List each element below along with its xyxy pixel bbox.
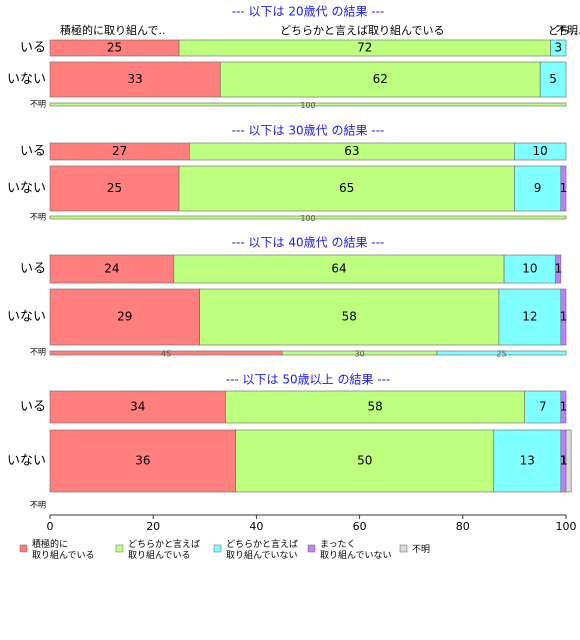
x-tick-label: 80 [456, 520, 470, 533]
legend-label: まったく取り組んでいない [320, 539, 392, 561]
value-label: 100 [300, 214, 315, 223]
bar-segment [514, 142, 567, 161]
value-label: 100 [300, 101, 315, 110]
bar-segment [173, 254, 505, 284]
bar-segment [498, 288, 562, 346]
value-label: 1 [560, 310, 568, 324]
legend-label: どちらかと言えば取り組んでいる [128, 538, 200, 561]
value-label: 36 [135, 454, 150, 468]
bar-segment [49, 102, 567, 107]
value-label: 58 [342, 310, 357, 324]
row-label: 不明 [30, 213, 46, 222]
row-label: いない [7, 310, 46, 325]
bar-segment [219, 61, 541, 98]
header-label: 不明.. [556, 24, 580, 37]
value-label: 25 [107, 41, 122, 55]
bar-segment [49, 288, 200, 346]
row-label: いない [7, 72, 46, 87]
value-label: 10 [522, 262, 537, 276]
value-label: 50 [357, 454, 372, 468]
value-label: 1 [560, 400, 568, 414]
bar-segment [503, 254, 556, 284]
value-label: 24 [104, 262, 119, 276]
value-label: 62 [373, 72, 388, 86]
bar-segment [436, 350, 567, 356]
bar-segment [49, 254, 175, 284]
legend-swatch [213, 544, 222, 553]
legend-swatch [399, 544, 408, 553]
value-label: 65 [339, 181, 354, 195]
value-label: 25 [496, 350, 506, 359]
legend-swatch [19, 544, 28, 553]
legend-swatch [307, 544, 316, 553]
row-label: いる [20, 262, 46, 277]
bar-segment [524, 390, 562, 424]
value-label: 64 [331, 262, 346, 276]
bar-segment [550, 39, 567, 57]
bar-segment [565, 429, 572, 493]
row-label: いる [20, 41, 46, 56]
value-label: 1 [560, 454, 568, 468]
value-label: 3 [554, 41, 562, 55]
row-label: いる [20, 144, 46, 159]
header-label: 積極的に取り組んで.. [60, 23, 165, 37]
value-label: 33 [127, 72, 142, 86]
row-label: 不明 [30, 501, 46, 510]
value-label: 45 [161, 350, 171, 359]
value-label: 1 [560, 454, 568, 468]
row-label: いる [20, 400, 46, 415]
bar-segment [49, 215, 567, 220]
value-label: 5 [549, 72, 557, 86]
value-label: 72 [357, 41, 372, 55]
value-label: 63 [344, 144, 359, 158]
bar-segment [560, 288, 567, 346]
legend-label: どちらかと言えば取り組んでいない [226, 538, 298, 561]
bar-segment [514, 165, 562, 212]
panel-title: --- 以下は 20歳代 の結果 --- [232, 5, 385, 19]
value-label: 13 [520, 454, 535, 468]
row-label: いない [7, 454, 46, 469]
bar-segment [555, 254, 562, 284]
value-label: 9 [534, 181, 542, 195]
bar-segment [560, 165, 567, 212]
legend-label: 積極的に取り組んでいる [32, 538, 95, 561]
value-label: 29 [117, 310, 132, 324]
value-label: 58 [367, 400, 382, 414]
panel-title: --- 以下は 40歳代 の結果 --- [232, 236, 385, 250]
value-label: 12 [522, 310, 537, 324]
bar-segment [199, 288, 500, 346]
bar-segment [539, 61, 567, 98]
value-label: 7 [539, 400, 547, 414]
x-tick-label: 100 [556, 520, 577, 533]
x-tick-label: 60 [353, 520, 367, 533]
value-label: 25 [107, 181, 122, 195]
bar-segment [49, 390, 226, 424]
x-tick-label: 0 [47, 520, 54, 533]
value-label: 1 [560, 181, 568, 195]
row-label: いない [7, 181, 46, 196]
bar-segment [560, 390, 567, 424]
row-label: 不明 [30, 348, 46, 357]
value-label: 1 [554, 262, 562, 276]
panel-title: --- 以下は 50歳以上 の結果 --- [226, 373, 391, 387]
header-label: どちらかと言えば取り組んでいる [280, 24, 444, 37]
row-label: 不明 [30, 100, 46, 109]
bar-segment [225, 390, 526, 424]
legend-label: 不明 [412, 544, 430, 555]
value-label: 27 [112, 144, 127, 158]
bar-segment [49, 61, 221, 98]
bar-segment [178, 165, 515, 212]
legend-swatch [115, 544, 124, 553]
x-tick-label: 40 [249, 520, 263, 533]
value-label: 34 [130, 400, 145, 414]
x-tick-label: 20 [146, 520, 160, 533]
bar-segment [235, 429, 495, 493]
panel-title: --- 以下は 30歳代 の結果 --- [232, 124, 385, 138]
header-label: どち.. [548, 24, 577, 37]
value-label: 10 [533, 144, 548, 158]
value-label: 30 [355, 350, 365, 359]
